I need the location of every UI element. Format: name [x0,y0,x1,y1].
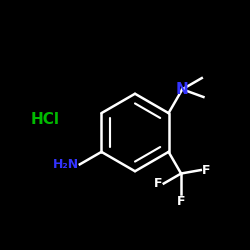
Text: F: F [177,195,185,208]
Text: F: F [202,164,210,176]
Text: F: F [154,177,162,190]
Text: HCl: HCl [30,112,60,128]
Text: H₂N: H₂N [52,158,78,171]
Text: N: N [176,82,189,97]
